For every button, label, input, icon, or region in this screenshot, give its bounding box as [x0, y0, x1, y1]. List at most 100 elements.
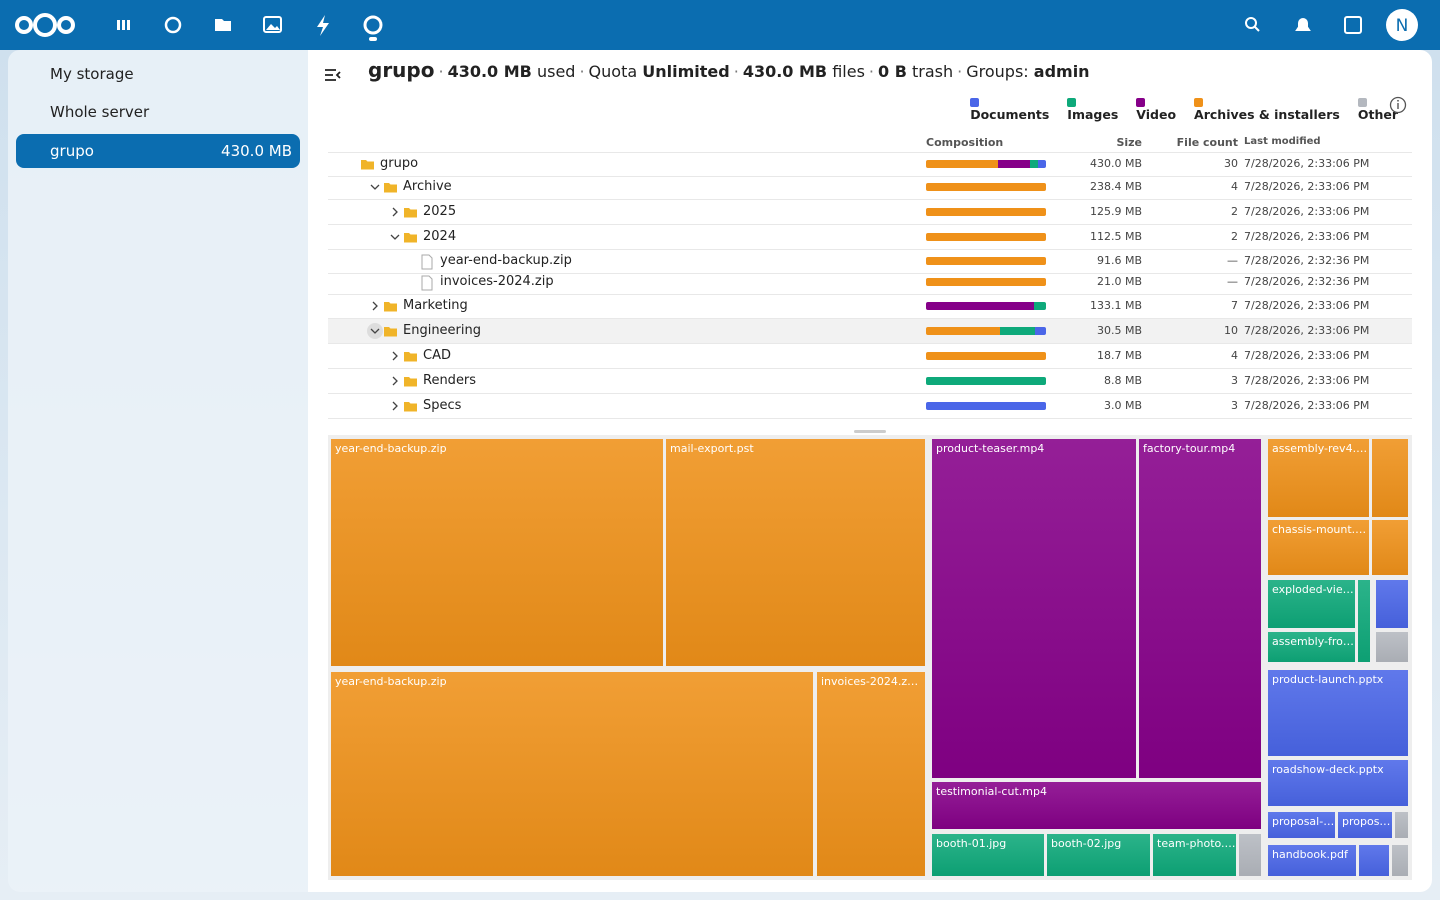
row-count: 2	[1231, 205, 1238, 218]
treemap-tile[interactable]: factory-tour.mp4	[1139, 439, 1261, 778]
chevron	[367, 298, 383, 314]
row-modified: 7/28/2026, 2:33:06 PM	[1244, 349, 1370, 362]
folder-icon	[383, 175, 399, 208]
legend-label: Video	[1136, 107, 1177, 122]
treemap-tile[interactable]	[1372, 520, 1408, 575]
treemap-tile[interactable]: propos…	[1338, 812, 1392, 838]
treemap-tile[interactable]	[1395, 812, 1408, 838]
sep: ·	[868, 62, 874, 81]
treemap-tile[interactable]: proposal-…	[1268, 812, 1335, 838]
chevron	[387, 204, 403, 220]
table-row[interactable]: invoices-2024.zip 21.0 MB — 7/28/2026, 2:32…	[328, 270, 1412, 295]
composition-bar	[926, 352, 1046, 360]
top-bar: N	[15, 9, 1418, 41]
row-name: Renders	[423, 373, 477, 388]
folder-icon	[403, 394, 419, 427]
table-row[interactable]: Renders 8.8 MB 3 7/28/2026, 2:33:06 PM	[328, 369, 1412, 394]
treemap-tile[interactable]: assembly-rev4.…	[1268, 439, 1369, 517]
treemap-tile[interactable]	[1400, 845, 1408, 876]
treemap-tile[interactable]: booth-01.jpg	[932, 834, 1044, 876]
table-row[interactable]: Marketing 133.1 MB 7 7/28/2026, 2:33:06 PM	[328, 294, 1412, 319]
composition-segment	[1000, 327, 1036, 335]
treemap-tile[interactable]	[1372, 439, 1408, 517]
row-modified: 7/28/2026, 2:33:06 PM	[1244, 205, 1370, 218]
row-count: 10	[1224, 324, 1238, 337]
treemap-tile[interactable]	[1239, 834, 1261, 876]
logo[interactable]	[15, 13, 75, 37]
title: grupo	[368, 58, 435, 82]
treemap-tile[interactable]	[1358, 580, 1370, 662]
files-value: 430.0 MB	[742, 62, 828, 81]
composition-segment	[1035, 327, 1046, 335]
legend-item: Archives & installers	[1194, 98, 1340, 122]
treemap-tile[interactable]: chassis-mount.…	[1268, 520, 1369, 575]
row-name: 2024	[423, 229, 457, 244]
composition-segment	[926, 208, 1046, 216]
row-name: Engineering	[403, 323, 481, 338]
file-icon	[420, 249, 434, 282]
nav-item-active[interactable]: grupo 430.0 MB	[16, 134, 300, 168]
chevron	[367, 323, 383, 339]
legend-item: Images	[1067, 98, 1118, 122]
quota-value: Unlimited	[642, 62, 730, 81]
nav-item[interactable]: Whole server	[16, 95, 300, 129]
table-row[interactable]: Engineering 30.5 MB 10 7/28/2026, 2:33:06 P…	[328, 319, 1412, 344]
nav-item[interactable]: My storage	[16, 57, 300, 91]
treemap-tile[interactable]: mail-export.pst	[666, 439, 925, 666]
treemap-tile[interactable]	[1376, 580, 1408, 628]
row-count: 4	[1231, 180, 1238, 193]
treemap-tile[interactable]: assembly-fro…	[1268, 632, 1355, 662]
composition-bar	[926, 160, 1046, 168]
composition-segment	[926, 233, 1046, 241]
composition-bar	[926, 302, 1046, 310]
row-count: 3	[1231, 374, 1238, 387]
treemap-tile[interactable]: roadshow-deck.pptx	[1268, 760, 1408, 806]
row-name: 2025	[423, 204, 457, 219]
treemap-tile[interactable]: product-launch.pptx	[1268, 670, 1408, 756]
used-label: used	[536, 62, 576, 81]
treemap-tile[interactable]	[1392, 845, 1400, 876]
treemap-tile[interactable]: year-end-backup.zip	[331, 439, 663, 666]
treemap-tile[interactable]: exploded-vie…	[1268, 580, 1355, 628]
composition-segment	[926, 377, 1046, 385]
nav-label: My storage	[50, 65, 134, 83]
table-row[interactable]: Specs 3.0 MB 3 7/28/2026, 2:33:06 PM	[328, 394, 1412, 419]
table-row[interactable]: 2024 112.5 MB 2 7/28/2026, 2:33:06 PM	[328, 225, 1412, 250]
table-row[interactable]: grupo 430.0 MB 30 7/28/2026, 2:33:06 PM	[328, 152, 1412, 177]
table-row[interactable]: year-end-backup.zip 91.6 MB — 7/28/2026, 2:…	[328, 249, 1412, 274]
composition-segment	[1030, 160, 1038, 168]
sep: ·	[957, 62, 963, 81]
legend-label: Archives & installers	[1194, 107, 1340, 122]
row-count: 7	[1231, 299, 1238, 312]
row-size: 125.9 MB	[1089, 205, 1142, 218]
treemap-tile[interactable]: team-photo.…	[1153, 834, 1236, 876]
treemap-tile[interactable]	[1376, 632, 1408, 662]
table-row[interactable]: CAD 18.7 MB 4 7/28/2026, 2:33:06 PM	[328, 344, 1412, 369]
table: Composition Size File count Last modifie…	[308, 50, 1432, 430]
resize-handle[interactable]	[854, 430, 886, 433]
header-actions[interactable]	[1245, 16, 1362, 34]
row-size: 8.8 MB	[1103, 374, 1142, 387]
table-row[interactable]: Archive 238.4 MB 4 7/28/2026, 2:33:06 PM	[328, 175, 1412, 200]
treemap-tile[interactable]: testimonial-cut.mp4	[932, 782, 1261, 829]
legend-label: Images	[1067, 107, 1119, 122]
row-size: 21.0 MB	[1096, 275, 1142, 288]
treemap-tile[interactable]: year-end-backup.zip	[331, 672, 813, 876]
table-row[interactable]: 2025 125.9 MB 2 7/28/2026, 2:33:06 PM	[328, 200, 1412, 225]
row-name: invoices-2024.zip	[440, 274, 554, 289]
info-icon[interactable]	[1389, 96, 1407, 114]
app-icons[interactable]	[117, 15, 383, 41]
treemap-tile[interactable]	[1359, 845, 1389, 876]
chevron	[387, 373, 403, 389]
treemap-tile[interactable]: booth-02.jpg	[1047, 834, 1150, 876]
toggle-sidebar[interactable]	[324, 68, 342, 82]
row-count: 3	[1231, 399, 1238, 412]
treemap-tile[interactable]: invoices-2024.z…	[817, 672, 925, 876]
treemap-tile[interactable]: product-teaser.mp4	[932, 439, 1136, 778]
row-size: 112.5 MB	[1089, 230, 1142, 243]
avatar[interactable]	[1386, 9, 1418, 41]
treemap-tile[interactable]: handbook.pdf	[1268, 845, 1356, 876]
row-name: Marketing	[403, 298, 468, 313]
row-modified: 7/28/2026, 2:32:36 PM	[1244, 254, 1370, 267]
legend-swatch	[1067, 98, 1077, 107]
